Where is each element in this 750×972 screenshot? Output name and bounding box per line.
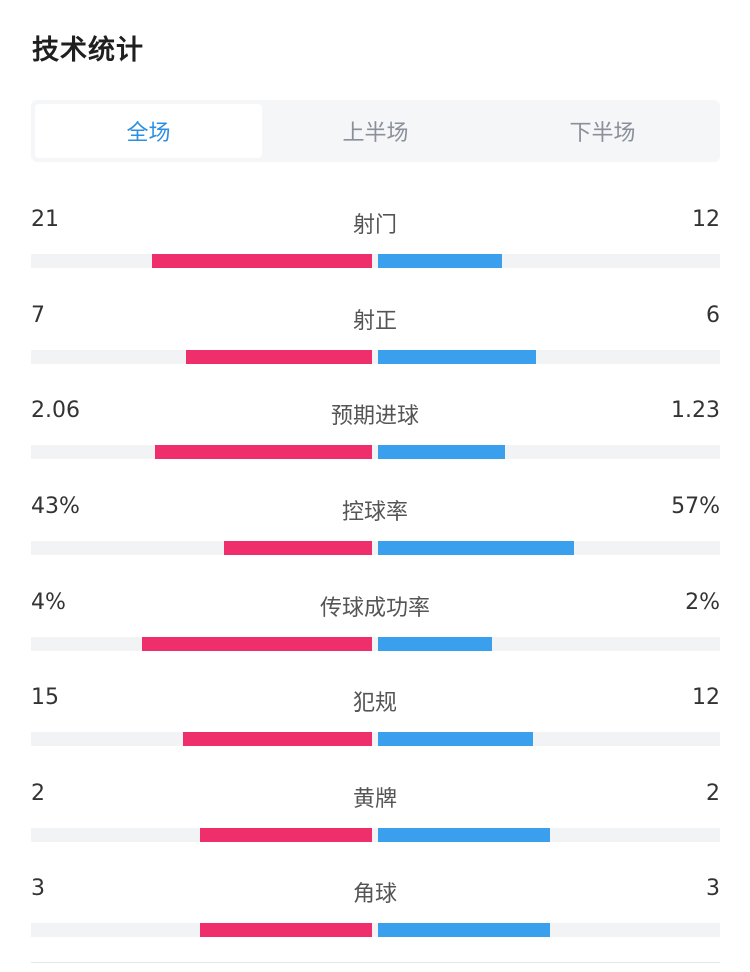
- home-bar: [183, 732, 372, 746]
- tab-full-match[interactable]: 全场: [35, 104, 262, 158]
- home-value: 7: [31, 303, 45, 328]
- away-bar: [378, 254, 502, 268]
- stat-row: 21 射门 12: [0, 207, 750, 303]
- away-bar: [378, 541, 574, 555]
- home-bar: [224, 541, 372, 555]
- bar-track: [31, 828, 720, 842]
- stat-row: 2 黄牌 2: [0, 781, 750, 877]
- stat-row: 3 角球 3: [0, 876, 750, 972]
- away-value: 6: [706, 303, 720, 328]
- bottom-divider: [31, 962, 720, 963]
- stat-row: 2.06 预期进球 1.23: [0, 398, 750, 494]
- away-value: 12: [692, 685, 720, 710]
- away-value: 2: [706, 781, 720, 806]
- stat-label: 预期进球: [330, 404, 419, 429]
- home-value: 2: [31, 781, 45, 806]
- away-bar: [378, 350, 536, 364]
- stat-label: 犯规: [352, 691, 397, 716]
- tab-second-half[interactable]: 下半场: [569, 121, 636, 146]
- home-bar: [186, 350, 372, 364]
- away-value: 12: [692, 207, 720, 232]
- home-bar: [152, 254, 372, 268]
- away-bar: [378, 637, 492, 651]
- stat-label: 射门: [352, 213, 397, 238]
- stat-label: 传球成功率: [319, 596, 430, 621]
- stat-label: 黄牌: [352, 787, 397, 812]
- home-bar: [200, 828, 372, 842]
- stat-row: 43% 控球率 57%: [0, 494, 750, 590]
- stat-label: 射正: [352, 309, 397, 334]
- home-bar: [155, 445, 372, 459]
- bar-track: [31, 350, 720, 364]
- stat-label: 控球率: [341, 500, 408, 525]
- home-value: 21: [31, 207, 59, 232]
- stat-row: 4% 传球成功率 2%: [0, 590, 750, 686]
- away-value: 1.23: [671, 398, 720, 423]
- home-bar: [142, 637, 372, 651]
- bar-track: [31, 732, 720, 746]
- away-bar: [378, 828, 550, 842]
- bar-track: [31, 445, 720, 459]
- stat-row: 15 犯规 12: [0, 685, 750, 781]
- period-tabs: 全场 上半场 下半场: [31, 100, 720, 162]
- home-value: 43%: [31, 494, 80, 519]
- home-value: 2.06: [31, 398, 80, 423]
- bar-track: [31, 254, 720, 268]
- bar-track: [31, 637, 720, 651]
- home-bar: [200, 923, 372, 937]
- home-value: 15: [31, 685, 59, 710]
- page-title: 技术统计: [32, 35, 144, 66]
- tab-first-half[interactable]: 上半场: [342, 121, 409, 146]
- away-value: 57%: [671, 494, 720, 519]
- away-value: 3: [706, 876, 720, 901]
- away-bar: [378, 923, 550, 937]
- stat-label: 角球: [352, 882, 397, 907]
- away-bar: [378, 445, 505, 459]
- home-value: 3: [31, 876, 45, 901]
- stat-row: 7 射正 6: [0, 303, 750, 399]
- away-bar: [378, 732, 533, 746]
- away-value: 2%: [685, 590, 720, 615]
- bar-track: [31, 541, 720, 555]
- bar-track: [31, 923, 720, 937]
- home-value: 4%: [31, 590, 66, 615]
